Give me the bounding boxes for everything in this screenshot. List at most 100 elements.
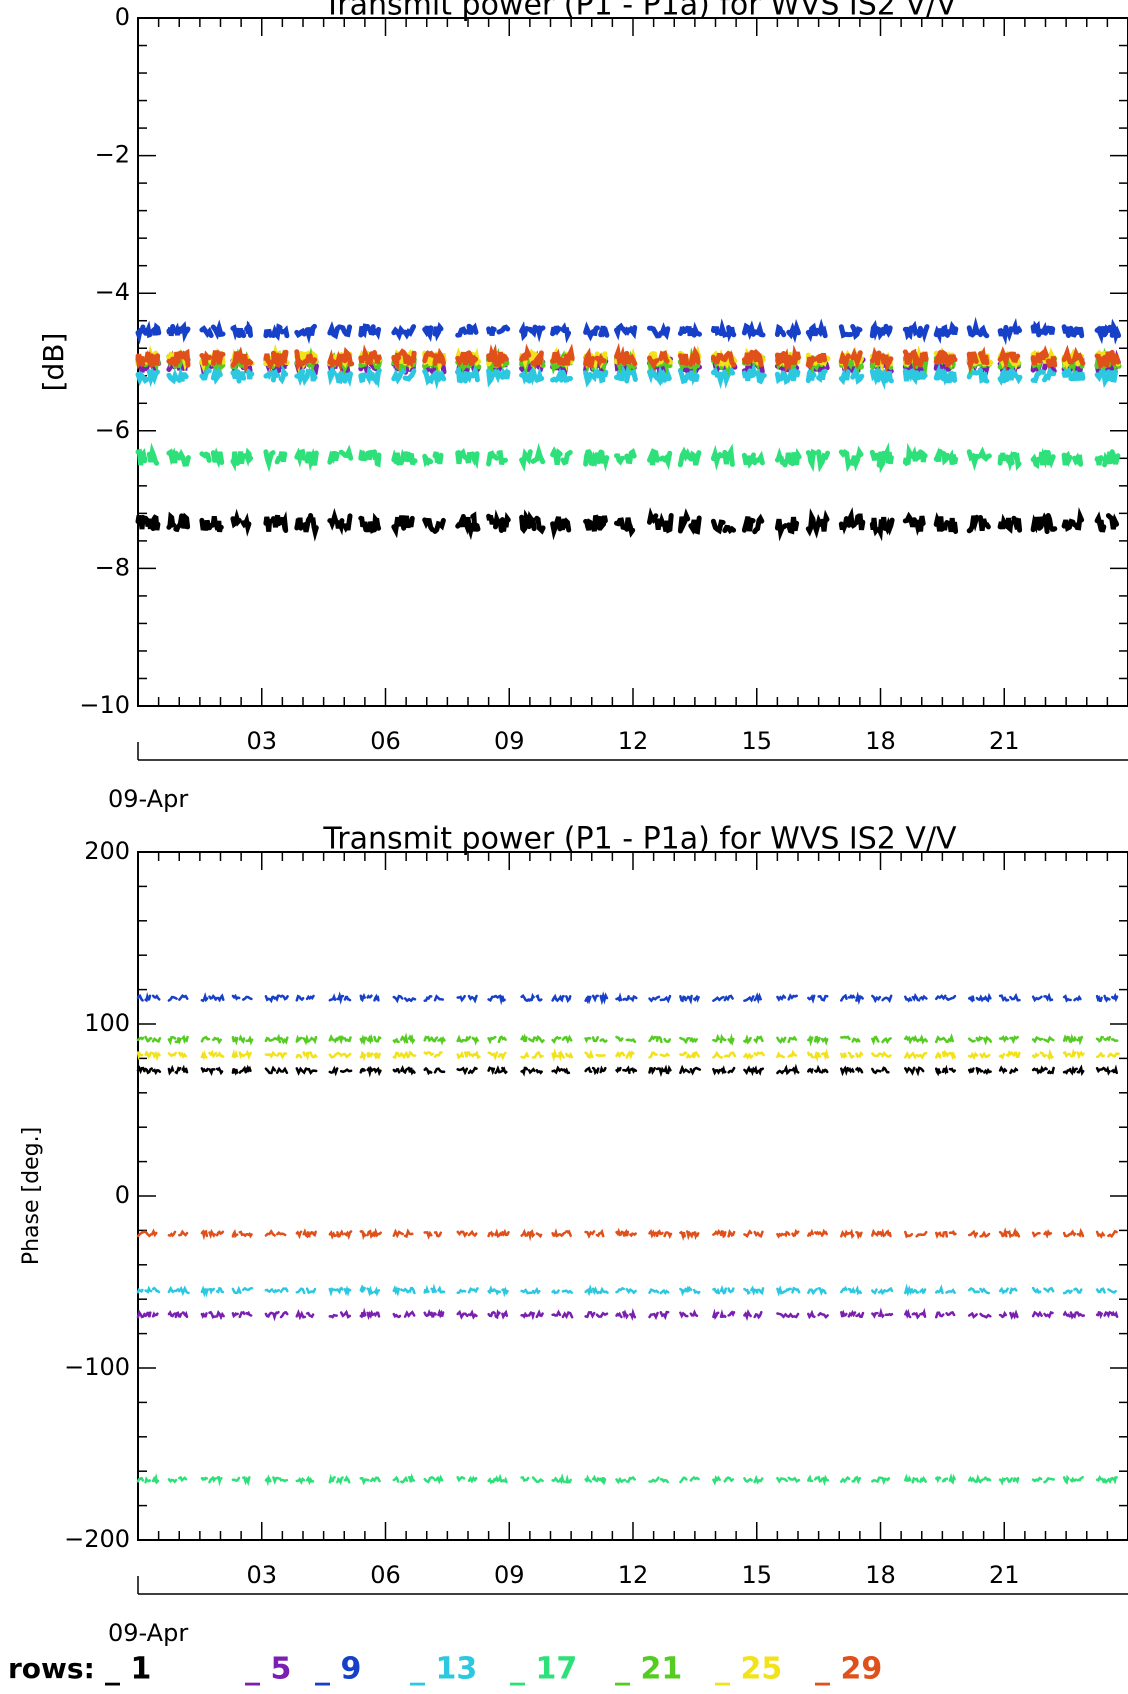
series-mark [807,1051,815,1059]
series-mark [979,1051,991,1059]
series-mark [366,1033,374,1045]
series-mark [998,1065,1008,1075]
series-mark [327,450,340,465]
series-mark [304,447,319,472]
series-mark [176,448,191,467]
series-mark [1107,1229,1118,1239]
series-mark [904,1066,916,1076]
series-mark [1005,1229,1014,1239]
series-mark [231,1476,241,1483]
series-mark [820,1228,828,1237]
series-mark [358,372,368,384]
series-mark [327,507,339,531]
series-mark [176,366,189,383]
series-mark [1095,1287,1106,1294]
series-mark [727,1033,735,1047]
y-tick-label: −200 [64,1525,130,1553]
series-row-9 [136,991,1119,1006]
series-mark [471,1036,479,1046]
series-mark [527,992,535,1002]
series-mark [1009,1287,1018,1295]
series-mark [467,1229,478,1238]
series-mark [400,1287,409,1294]
series-row-13 [136,1283,1117,1298]
series-mark [520,1311,530,1319]
series-mark [143,320,153,339]
series-mark [497,1035,507,1044]
series-mark [615,1286,626,1294]
series-mark [1071,346,1086,366]
series-mark [241,1476,251,1487]
series-mark [599,1477,607,1486]
series-mark [270,368,281,383]
series-mark [338,444,354,461]
series-mark [422,368,436,386]
series-mark [274,451,288,465]
series-mark [998,1052,1006,1060]
series-mark [876,450,886,474]
series-mark [212,1036,222,1045]
y-tick-label: 0 [115,1181,130,1209]
series-mark [819,509,830,532]
series-mark [494,1065,503,1075]
series-mark [1105,513,1120,530]
series-mark [561,1310,574,1320]
series-mark [627,325,638,340]
series-row-29 [135,342,1121,375]
series-mark [173,322,183,336]
series-mark [470,362,480,383]
y-tick-label: 100 [84,1009,130,1037]
series-mark [975,1066,984,1076]
series-mark [534,325,546,343]
series-mark [598,449,610,472]
series-mark [238,1051,246,1060]
series-mark [599,991,609,1006]
series-mark [437,1285,446,1294]
series-mark [659,1310,670,1321]
series-mark [948,1051,956,1061]
series-mark [1011,515,1023,533]
x-tick-label: 12 [618,727,649,755]
series-mark [756,1067,765,1076]
series-mark [614,342,627,366]
series-mark [231,993,241,1001]
series-mark [1031,995,1043,1003]
series-mark [1031,1231,1041,1238]
series-mark [215,1475,223,1487]
series-mark [487,1230,495,1238]
series-mark [966,449,981,472]
series-mark [743,1229,753,1238]
series-mark [791,1228,800,1238]
series-mark [551,1228,560,1238]
series-mark [817,1311,829,1319]
series-mark [710,518,726,535]
series-mark [967,1475,977,1483]
series-mark [659,994,672,1004]
series-mark [595,1311,609,1318]
series-mark [917,351,929,368]
series-mark [407,1286,416,1295]
series-mark [1075,371,1086,381]
series-mark [264,995,274,1004]
series-mark [782,368,794,386]
series-mark [947,320,959,336]
series-mark [590,325,600,337]
series-mark [881,994,893,1004]
series-mark [403,1310,416,1318]
series-mark [869,365,881,386]
series-mark [787,993,798,1001]
series-mark [743,1034,752,1045]
series-mark [599,1038,608,1044]
series-mark [997,366,1007,386]
series-mark [689,1475,700,1482]
series-mark [817,1287,827,1296]
series-mark [272,1288,281,1294]
series-mark [629,1067,638,1074]
series-mark [151,1286,161,1294]
series-mark [876,516,888,542]
series-mark [422,350,436,364]
series-mark [551,1289,560,1295]
series-mark [327,321,342,340]
series-mark [560,517,572,533]
series-mark [402,324,417,340]
